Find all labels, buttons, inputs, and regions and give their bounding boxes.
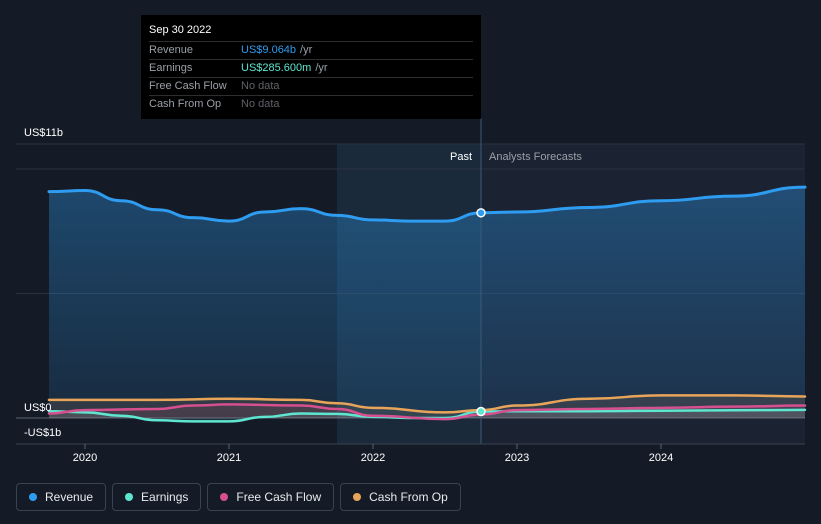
tooltip-unit: /yr	[315, 62, 328, 74]
earnings-line	[47, 408, 807, 423]
highlight-markers	[476, 208, 486, 417]
legend-dot-icon	[220, 493, 229, 501]
legend-label: Free Cash Flow	[236, 490, 322, 504]
free-cash-flow-area	[49, 404, 805, 420]
tooltip-row-revenue: Revenue US$9.064b/yr	[149, 41, 473, 59]
legend-item-earnings[interactable]: Earnings	[112, 483, 202, 511]
legend-dot-icon	[353, 493, 362, 501]
tooltip: Sep 30 2022 Revenue US$9.064b/yr Earning…	[141, 15, 481, 119]
past-label: Past	[450, 151, 472, 163]
series-areas	[49, 187, 805, 422]
legend-item-revenue[interactable]: Revenue	[16, 483, 107, 511]
revenue-highlight-point	[476, 208, 486, 218]
tooltip-label: Free Cash Flow	[149, 80, 227, 92]
tooltip-label: Earnings	[149, 62, 193, 74]
x-tick-label: 2023	[505, 452, 529, 464]
x-axis-ticks: 2020 2021 2022 2023 2024	[73, 444, 673, 464]
cash-from-op-line	[47, 394, 807, 414]
tooltip-label: Cash From Op	[149, 98, 222, 110]
legend: Revenue Earnings Free Cash Flow Cash Fro…	[16, 483, 461, 511]
tooltip-date: Sep 30 2022	[149, 24, 212, 36]
earnings-area	[49, 409, 805, 422]
y-axis-label: US$0	[24, 402, 52, 414]
tooltip-label: Revenue	[149, 44, 194, 56]
y-axis-labels: US$11b US$0 -US$1b	[24, 127, 63, 439]
cash-from-op-area	[49, 395, 805, 418]
legend-item-cash-from-op[interactable]: Cash From Op	[340, 483, 461, 511]
tooltip-value-earnings: US$285.600m	[241, 62, 312, 74]
y-axis-label: -US$1b	[24, 427, 61, 439]
revenue-area	[49, 187, 805, 418]
legend-dot-icon	[125, 493, 134, 501]
legend-label: Earnings	[141, 490, 189, 504]
x-tick-label: 2020	[73, 452, 97, 464]
free-cash-flow-line	[47, 403, 807, 421]
legend-item-free-cash-flow[interactable]: Free Cash Flow	[207, 483, 335, 511]
y-axis-label: US$11b	[24, 127, 63, 139]
revenue-line	[47, 185, 807, 223]
earnings-highlight-point	[476, 406, 486, 417]
x-tick-label: 2024	[649, 452, 673, 464]
tooltip-row-earnings: Earnings US$285.600m/yr	[149, 59, 473, 77]
x-tick-label: 2022	[361, 452, 385, 464]
series-lines	[47, 185, 807, 423]
legend-label: Revenue	[45, 490, 94, 504]
tooltip-value-fcf: No data	[241, 80, 280, 92]
legend-label: Cash From Op	[369, 490, 448, 504]
tooltip-value-revenue: US$9.064b	[241, 44, 297, 56]
forecast-label: Analysts Forecasts	[489, 151, 582, 163]
tooltip-value-cfo: No data	[241, 98, 280, 110]
tooltip-row-fcf: Free Cash Flow No data	[149, 77, 473, 95]
x-tick-label: 2021	[217, 452, 241, 464]
tooltip-unit: /yr	[300, 44, 313, 56]
tooltip-row-cfo: Cash From Op No data	[149, 95, 473, 113]
legend-dot-icon	[29, 493, 37, 501]
